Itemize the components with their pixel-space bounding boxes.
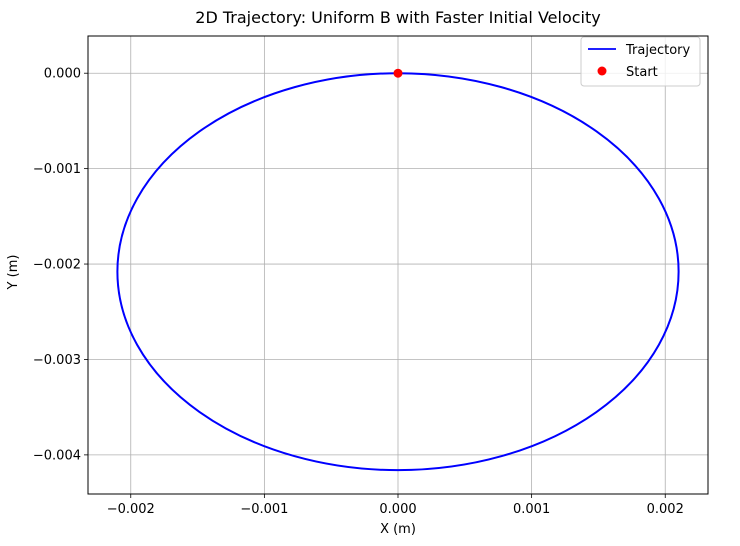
x-tick-label: 0.002	[647, 502, 684, 517]
legend: Trajectory Start	[580, 36, 701, 87]
x-axis-label: X (m)	[380, 522, 416, 537]
x-tick-label: 0.000	[379, 502, 416, 517]
y-tick-label: −0.001	[33, 162, 81, 177]
legend-start-label: Start	[626, 65, 658, 80]
y-tick-label: −0.002	[33, 258, 81, 273]
y-tick-label: −0.004	[33, 448, 81, 463]
x-tick-label: −0.002	[107, 502, 155, 517]
start-point	[393, 68, 403, 78]
x-tick-label: 0.001	[513, 502, 550, 517]
legend-trajectory-label: Trajectory	[625, 43, 690, 58]
y-axis: 0.000 −0.001 −0.002 −0.003 −0.004	[33, 67, 88, 463]
y-axis-label: Y (m)	[6, 255, 21, 291]
plot-area	[116, 68, 680, 472]
y-tick-label: −0.003	[33, 353, 81, 368]
chart-title: 2D Trajectory: Uniform B with Faster Ini…	[195, 8, 600, 27]
x-tick-label: −0.001	[240, 502, 288, 517]
y-tick-label: 0.000	[44, 67, 81, 82]
x-axis: −0.002 −0.001 0.000 0.001 0.002	[107, 494, 684, 517]
legend-start-swatch	[597, 66, 607, 76]
